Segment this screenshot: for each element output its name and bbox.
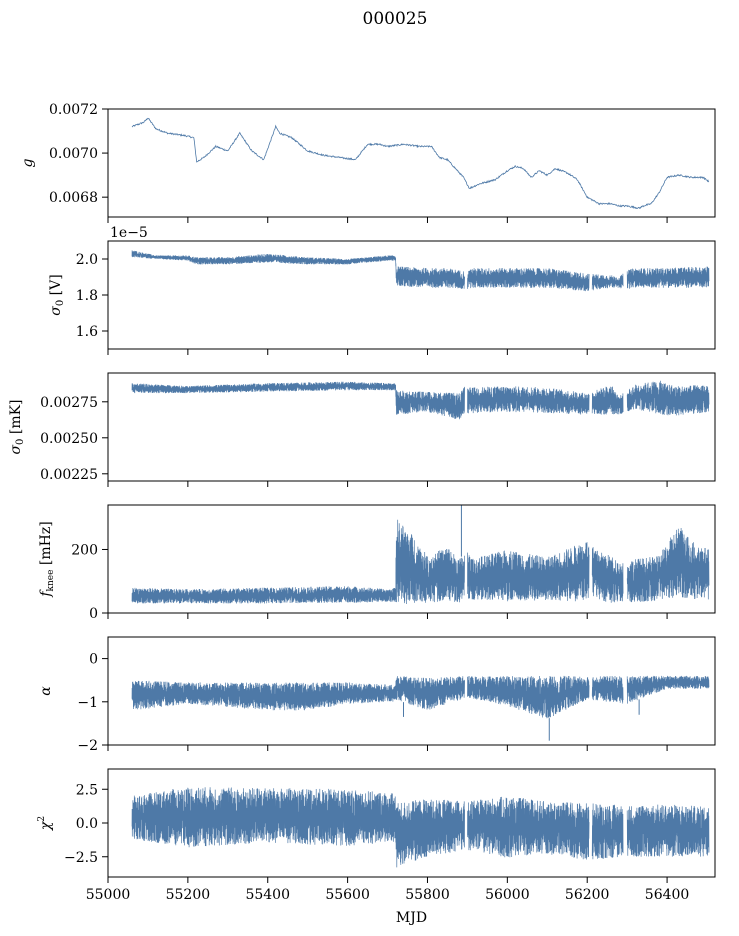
x-tick-label: 56200 [565,887,610,903]
x-tick-label: 55800 [405,887,450,903]
subplot-5: −2 −1 0 α [38,636,716,754]
y-tick-label: 0 [89,652,98,668]
series-line [131,519,710,605]
series-trace [131,117,710,209]
x-axis-label: MJD [396,910,427,926]
subplot-stack: 0.0068 0.0070 0.0072 g 1.6 1.8 2.0 1e−5 σ0 [V] 0.… [8,102,716,926]
x-tick-label: 56000 [485,887,530,903]
series-trace [131,787,710,868]
y-tick-label: −2 [77,738,98,754]
subplot-2: 1.6 1.8 2.0 1e−5 σ0 [V] [48,225,716,355]
y-tick-label: −2.5 [64,850,98,866]
series-line [131,787,710,868]
y-axis-label: χ2 [37,816,54,831]
x-tick-label: 55200 [166,887,211,903]
x-tick-label: 56400 [645,887,690,903]
subplot-3: 0.00225 0.00250 0.00275 σ0 [mK] [8,372,716,487]
y-offset-text: 1e−5 [110,225,148,241]
series-line [131,675,710,719]
y-tick-label: 200 [71,542,98,558]
axes-frame [107,240,716,350]
series-line [131,250,710,292]
y-tick-label: 1.6 [76,324,98,340]
y-axis-label: fknee [mHz] [38,521,56,597]
axes-frame [107,636,716,746]
axes-frame [107,108,716,218]
y-tick-label: 2.0 [76,252,98,268]
series-trace [131,250,710,292]
y-tick-label: 0.0072 [49,102,98,118]
y-tick-label: −1 [77,695,98,711]
y-axis-label: α [38,686,54,696]
y-tick-label: 1.8 [76,288,98,304]
axes-frame [107,372,716,482]
subplot-4: 0 200 fknee [mHz] [38,504,716,622]
y-tick-label: 0.00225 [40,467,98,483]
y-tick-label: 0.0070 [49,146,98,162]
subplot-1: 0.0068 0.0070 0.0072 g [20,102,716,223]
x-tick-label: 55400 [245,887,290,903]
y-tick-label: 0.0 [76,816,98,832]
figure-title: 000025 [363,9,428,29]
y-axis-label: σ0 [V] [48,274,66,315]
series-line [131,117,710,209]
x-tick-label: 55000 [86,887,131,903]
x-tick-label: 55600 [325,887,370,903]
y-tick-label: 0.0068 [49,190,98,206]
y-tick-label: 0 [89,606,98,622]
axes-frame [107,504,716,614]
series-line [131,380,710,420]
y-tick-label: 0.00275 [40,395,98,411]
y-tick-label: 0.00250 [40,431,98,447]
series-trace [131,675,710,741]
y-tick-label: 2.5 [76,782,98,798]
series-trace [131,380,710,420]
subplot-6: −2.5 0.0 2.5 55000 55200 55400 55600 55800 56000… [37,768,716,926]
y-axis-label: g [20,158,36,167]
y-axis-label: σ0 [mK] [8,399,26,454]
series-trace [131,505,710,605]
